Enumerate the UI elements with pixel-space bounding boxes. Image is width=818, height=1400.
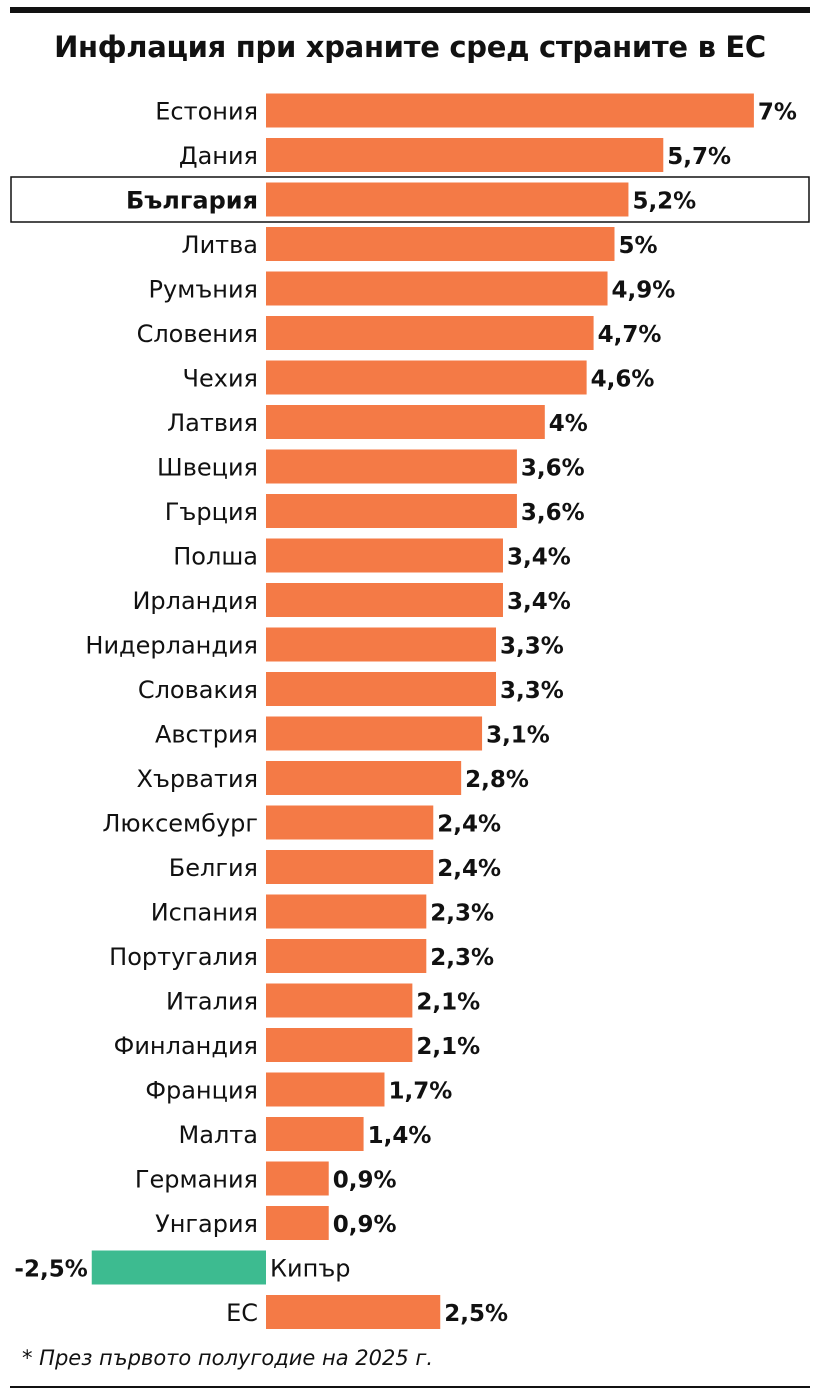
- value-label: 2,3%: [430, 901, 494, 927]
- bar: [266, 805, 434, 840]
- category-label: Унгария: [155, 1210, 258, 1238]
- bottom-rule: [10, 1386, 810, 1388]
- bar: [266, 850, 434, 884]
- value-label: 2,4%: [437, 812, 501, 838]
- category-label: Испания: [151, 899, 258, 927]
- category-label: Малта: [179, 1121, 258, 1149]
- bar: [266, 182, 629, 217]
- footnote: * През първото полугодие на 2025 г.: [22, 1346, 434, 1370]
- category-label: Ирландия: [132, 587, 258, 615]
- value-label: 3,3%: [500, 634, 564, 660]
- top-rule: [10, 7, 810, 13]
- category-label: Полша: [173, 543, 258, 571]
- bar: [266, 1206, 329, 1240]
- category-label: Португалия: [109, 943, 258, 971]
- value-label: 2,5%: [444, 1301, 508, 1327]
- bar: [266, 583, 503, 617]
- value-label: 2,1%: [416, 990, 480, 1016]
- bar: [266, 983, 413, 1018]
- category-label: Люксембург: [102, 810, 258, 838]
- bar: [266, 1161, 329, 1196]
- value-label: 4,9%: [612, 278, 676, 304]
- category-label: Словакия: [138, 676, 258, 704]
- bar: [266, 538, 503, 573]
- value-label: 0,9%: [333, 1212, 397, 1238]
- chart-title: Инфлация при храните сред страните в ЕС: [54, 30, 766, 64]
- category-label: България: [126, 187, 258, 215]
- category-label: ЕС: [226, 1299, 258, 1327]
- value-label: 2,4%: [437, 856, 501, 882]
- value-label: -2,5%: [14, 1257, 87, 1283]
- value-label: 7%: [758, 100, 797, 126]
- category-label: Кипър: [270, 1255, 351, 1283]
- bar: [266, 1117, 364, 1151]
- bar: [266, 1072, 385, 1107]
- category-label: Литва: [182, 231, 258, 259]
- bar: [266, 494, 517, 528]
- category-label: Нидерландия: [85, 632, 258, 660]
- bar: [266, 939, 427, 973]
- bar: [266, 894, 427, 929]
- value-label: 3,1%: [486, 723, 550, 749]
- value-label: 1,7%: [388, 1079, 452, 1105]
- category-label: Италия: [166, 988, 258, 1016]
- value-label: 5%: [619, 233, 658, 259]
- category-label: Гърция: [165, 498, 258, 526]
- value-label: 5,7%: [667, 144, 731, 170]
- category-label: Латвия: [167, 409, 258, 437]
- bar: [266, 93, 754, 128]
- bar: [266, 1295, 441, 1329]
- category-label: Естония: [155, 98, 258, 126]
- value-label: 3,4%: [507, 589, 571, 615]
- bar: [266, 316, 594, 350]
- bar: [266, 271, 608, 306]
- value-label: 2,3%: [430, 945, 494, 971]
- bar: [266, 449, 517, 484]
- value-label: 2,1%: [416, 1034, 480, 1060]
- highlight-box: [10, 176, 810, 223]
- category-label: Белгия: [169, 854, 258, 882]
- bar: [266, 761, 462, 795]
- value-label: 3,6%: [521, 500, 585, 526]
- value-label: 0,9%: [333, 1168, 397, 1194]
- value-label: 2,8%: [465, 767, 529, 793]
- value-label: 4,7%: [598, 322, 662, 348]
- value-label: 3,6%: [521, 456, 585, 482]
- bar: [266, 716, 483, 751]
- value-label: 3,4%: [507, 545, 571, 571]
- bar: [266, 227, 615, 261]
- bar: [266, 627, 497, 662]
- category-label: Германия: [135, 1166, 258, 1194]
- category-label: Швеция: [157, 454, 258, 482]
- category-label: Румъния: [149, 276, 258, 304]
- bar: [91, 1250, 266, 1285]
- category-label: Финландия: [114, 1032, 258, 1060]
- category-label: Австрия: [155, 721, 258, 749]
- category-label: Хърватия: [137, 765, 259, 793]
- value-label: 4%: [549, 411, 588, 437]
- value-label: 3,3%: [500, 678, 564, 704]
- value-label: 4,6%: [591, 367, 655, 393]
- bar: [266, 672, 497, 706]
- bar: [266, 1028, 413, 1062]
- category-label: Чехия: [183, 365, 258, 393]
- category-label: Словения: [137, 320, 258, 348]
- value-label: 5,2%: [632, 189, 696, 215]
- bar: [266, 360, 587, 395]
- category-label: Франция: [145, 1077, 258, 1105]
- value-label: 1,4%: [368, 1123, 432, 1149]
- bar: [266, 405, 545, 439]
- bar: [266, 138, 664, 172]
- category-label: Дания: [179, 142, 258, 170]
